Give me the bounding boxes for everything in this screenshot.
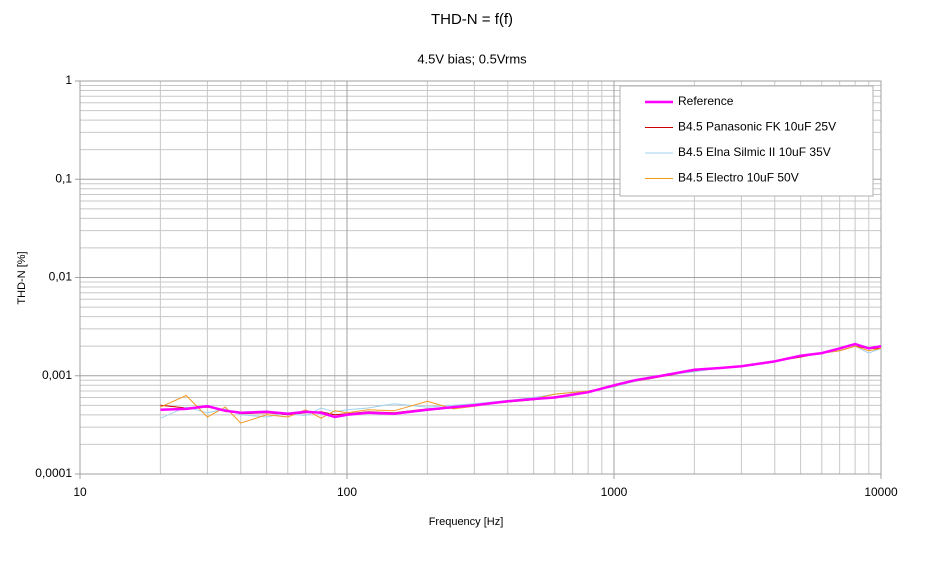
data-line	[160, 342, 882, 419]
chart-subtitle: 4.5V bias; 0.5Vrms	[417, 51, 527, 66]
x-tick-label: 100	[337, 485, 357, 499]
legend-label: B4.5 Electro 10uF 50V	[678, 171, 799, 185]
y-tick-label: 0,0001	[35, 466, 72, 480]
y-axis-label: THD-N [%]	[16, 251, 28, 304]
legend-label: B4.5 Panasonic FK 10uF 25V	[678, 120, 836, 134]
legend-label: Reference	[678, 94, 734, 108]
y-tick-label: 0,1	[55, 171, 72, 185]
y-tick-label: 1	[65, 73, 72, 87]
x-tick-label: 10	[73, 485, 87, 499]
x-tick-label: 10000	[864, 485, 898, 499]
x-axis-label: Frequency [Hz]	[429, 516, 504, 528]
chart-title: THD-N = f(f)	[431, 11, 513, 28]
plot-border	[79, 80, 882, 475]
y-tick-label: 0,001	[42, 368, 72, 382]
legend-box	[619, 85, 874, 197]
y-tick-label: 0,01	[49, 270, 73, 284]
x-tick-label: 1000	[601, 485, 628, 499]
legend-label: B4.5 Elna Silmic II 10uF 35V	[678, 145, 831, 159]
